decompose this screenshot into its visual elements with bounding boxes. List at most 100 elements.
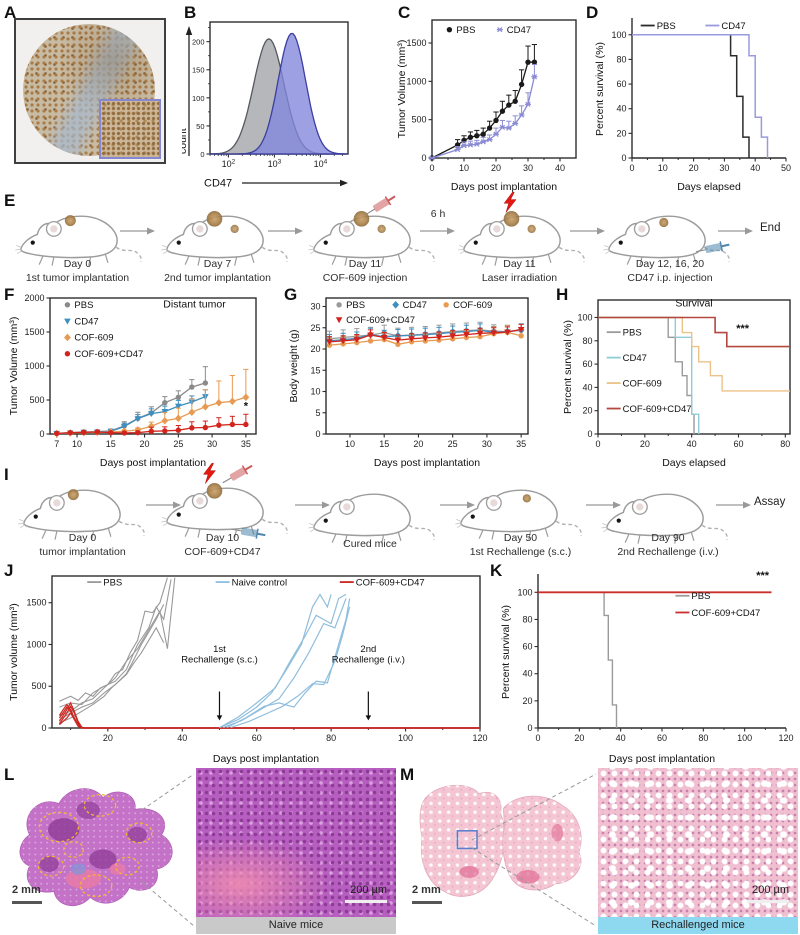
svg-text:1500: 1500 [406, 38, 426, 48]
lung-section-image [419, 784, 582, 897]
svg-text:Percent survival (%): Percent survival (%) [594, 42, 606, 136]
svg-text:20: 20 [616, 128, 626, 138]
svg-text:0: 0 [39, 429, 44, 439]
inset-connector-lines [141, 773, 195, 927]
svg-text:10: 10 [459, 163, 469, 173]
step-caption: Day 0 1st tumor implantation [25, 258, 130, 284]
svg-text:1500: 1500 [24, 327, 44, 337]
svg-text:150: 150 [192, 66, 205, 75]
scale-bar [412, 901, 442, 904]
svg-text:80: 80 [326, 733, 336, 743]
svg-text:100: 100 [577, 312, 592, 322]
histology-zoom-image: 200 µm [598, 768, 798, 917]
svg-text:20: 20 [522, 696, 532, 706]
svg-text:100: 100 [192, 94, 205, 103]
svg-text:10: 10 [345, 439, 355, 449]
svg-text:PBS: PBS [346, 300, 365, 311]
svg-text:40: 40 [177, 733, 187, 743]
svg-text:Naive control: Naive control [232, 577, 287, 588]
svg-text:1500: 1500 [26, 598, 46, 608]
svg-text:10: 10 [310, 387, 320, 397]
svg-text:500: 500 [31, 681, 46, 691]
flow-arrow [420, 227, 455, 235]
inset-connector-lines [471, 773, 597, 927]
svg-text:30: 30 [523, 163, 533, 173]
lung-section-image [19, 788, 173, 907]
svg-text:0: 0 [41, 723, 46, 733]
svg-text:100: 100 [737, 733, 752, 743]
ihc-tissue-image [14, 18, 166, 164]
panel-a-label: A [4, 3, 17, 22]
panel-l-label: L [4, 765, 15, 784]
svg-text:Percent survival (%): Percent survival (%) [562, 320, 574, 414]
svg-text:200: 200 [192, 38, 205, 47]
panel-f-label: F [4, 285, 15, 304]
svg-text:40: 40 [616, 733, 626, 743]
step-caption: Day 10 COF-609+CD47 [184, 532, 261, 558]
svg-text:PBS: PBS [103, 577, 122, 588]
svg-text:10: 10 [658, 163, 668, 173]
flow-arrow [146, 501, 181, 509]
svg-text:25: 25 [448, 439, 458, 449]
svg-text:20: 20 [310, 344, 320, 354]
svg-text:0: 0 [587, 429, 592, 439]
svg-text:Rechallenge (s.c.): Rechallenge (s.c.) [181, 655, 258, 666]
svg-text:1000: 1000 [26, 639, 46, 649]
survival-chart-k: 0 20 40 60 80 100 120 0 20 40 60 80 100 Days post imp… [500, 570, 794, 765]
mouse-day0-icon [14, 215, 142, 267]
svg-text:15: 15 [379, 439, 389, 449]
svg-text:1000: 1000 [24, 361, 44, 371]
svg-text:40: 40 [555, 163, 565, 173]
inset-scale-label: 200 µm [350, 884, 387, 896]
laser-bolt-icon [503, 192, 517, 213]
svg-text:5: 5 [315, 408, 320, 418]
assay-label: Assay [754, 496, 786, 508]
inset-caption: Naive mice [196, 917, 396, 934]
tumor-spot [64, 215, 76, 227]
svg-text:15: 15 [106, 439, 116, 449]
step-caption: Day 11 Laser irradiation [481, 258, 558, 284]
svg-text:20: 20 [689, 163, 699, 173]
flow-histogram-chart: 102 103 104 0 50 100 150 200 count CD47 [182, 21, 349, 190]
distant-tumor-chart: 7 10 15 20 25 30 35 0 500 1000 1500 2000 Days post i… [8, 293, 257, 469]
flow-arrow [716, 501, 751, 509]
svg-text:CD47: CD47 [721, 21, 745, 32]
svg-text:1000: 1000 [406, 76, 426, 86]
survival-chart-h: 0 20 40 60 80 0 20 40 60 80 100 Days elapsed Percent… [562, 298, 791, 469]
end-label: End [760, 222, 781, 234]
svg-text:CD47: CD47 [403, 300, 427, 311]
svg-text:***: *** [756, 570, 770, 582]
svg-text:COF-609: COF-609 [74, 333, 113, 344]
svg-text:10: 10 [72, 439, 82, 449]
svg-text:CD47: CD47 [204, 178, 232, 190]
step-caption: Day 0 tumor implantation [39, 532, 126, 558]
flow-arrow [570, 227, 605, 235]
svg-text:120: 120 [472, 733, 487, 743]
svg-text:30: 30 [482, 439, 492, 449]
svg-text:CD47: CD47 [623, 353, 647, 364]
flow-arrow [586, 501, 621, 509]
naive-histology-inset: 200 µm Naive mice [196, 768, 396, 934]
svg-text:40: 40 [582, 382, 592, 392]
svg-text:30: 30 [719, 163, 729, 173]
svg-text:Rechallenge (i.v.): Rechallenge (i.v.) [332, 655, 405, 666]
svg-text:2000: 2000 [24, 293, 44, 303]
step-caption: Day 7 2nd tumor implantation [164, 258, 271, 284]
svg-text:COF-609+CD47: COF-609+CD47 [74, 349, 143, 360]
svg-text:60: 60 [733, 439, 743, 449]
svg-text:100: 100 [611, 30, 626, 40]
scale-bar [12, 901, 42, 904]
panel-d-label: D [586, 3, 599, 22]
svg-text:COF-609: COF-609 [453, 300, 492, 311]
tumor-volume-chart: 0 10 20 30 40 0 500 1000 1500 Days post implantat… [396, 19, 577, 193]
svg-text:102: 102 [222, 159, 236, 170]
svg-text:50: 50 [196, 122, 204, 131]
svg-text:COF-609+CD47: COF-609+CD47 [346, 315, 415, 326]
inset-scale-bar [345, 900, 387, 903]
svg-text:7: 7 [54, 439, 59, 449]
svg-text:COF-609+CD47: COF-609+CD47 [691, 608, 760, 619]
svg-text:0: 0 [621, 153, 626, 163]
svg-text:PBS: PBS [691, 591, 710, 602]
panel-k-label: K [490, 561, 503, 580]
